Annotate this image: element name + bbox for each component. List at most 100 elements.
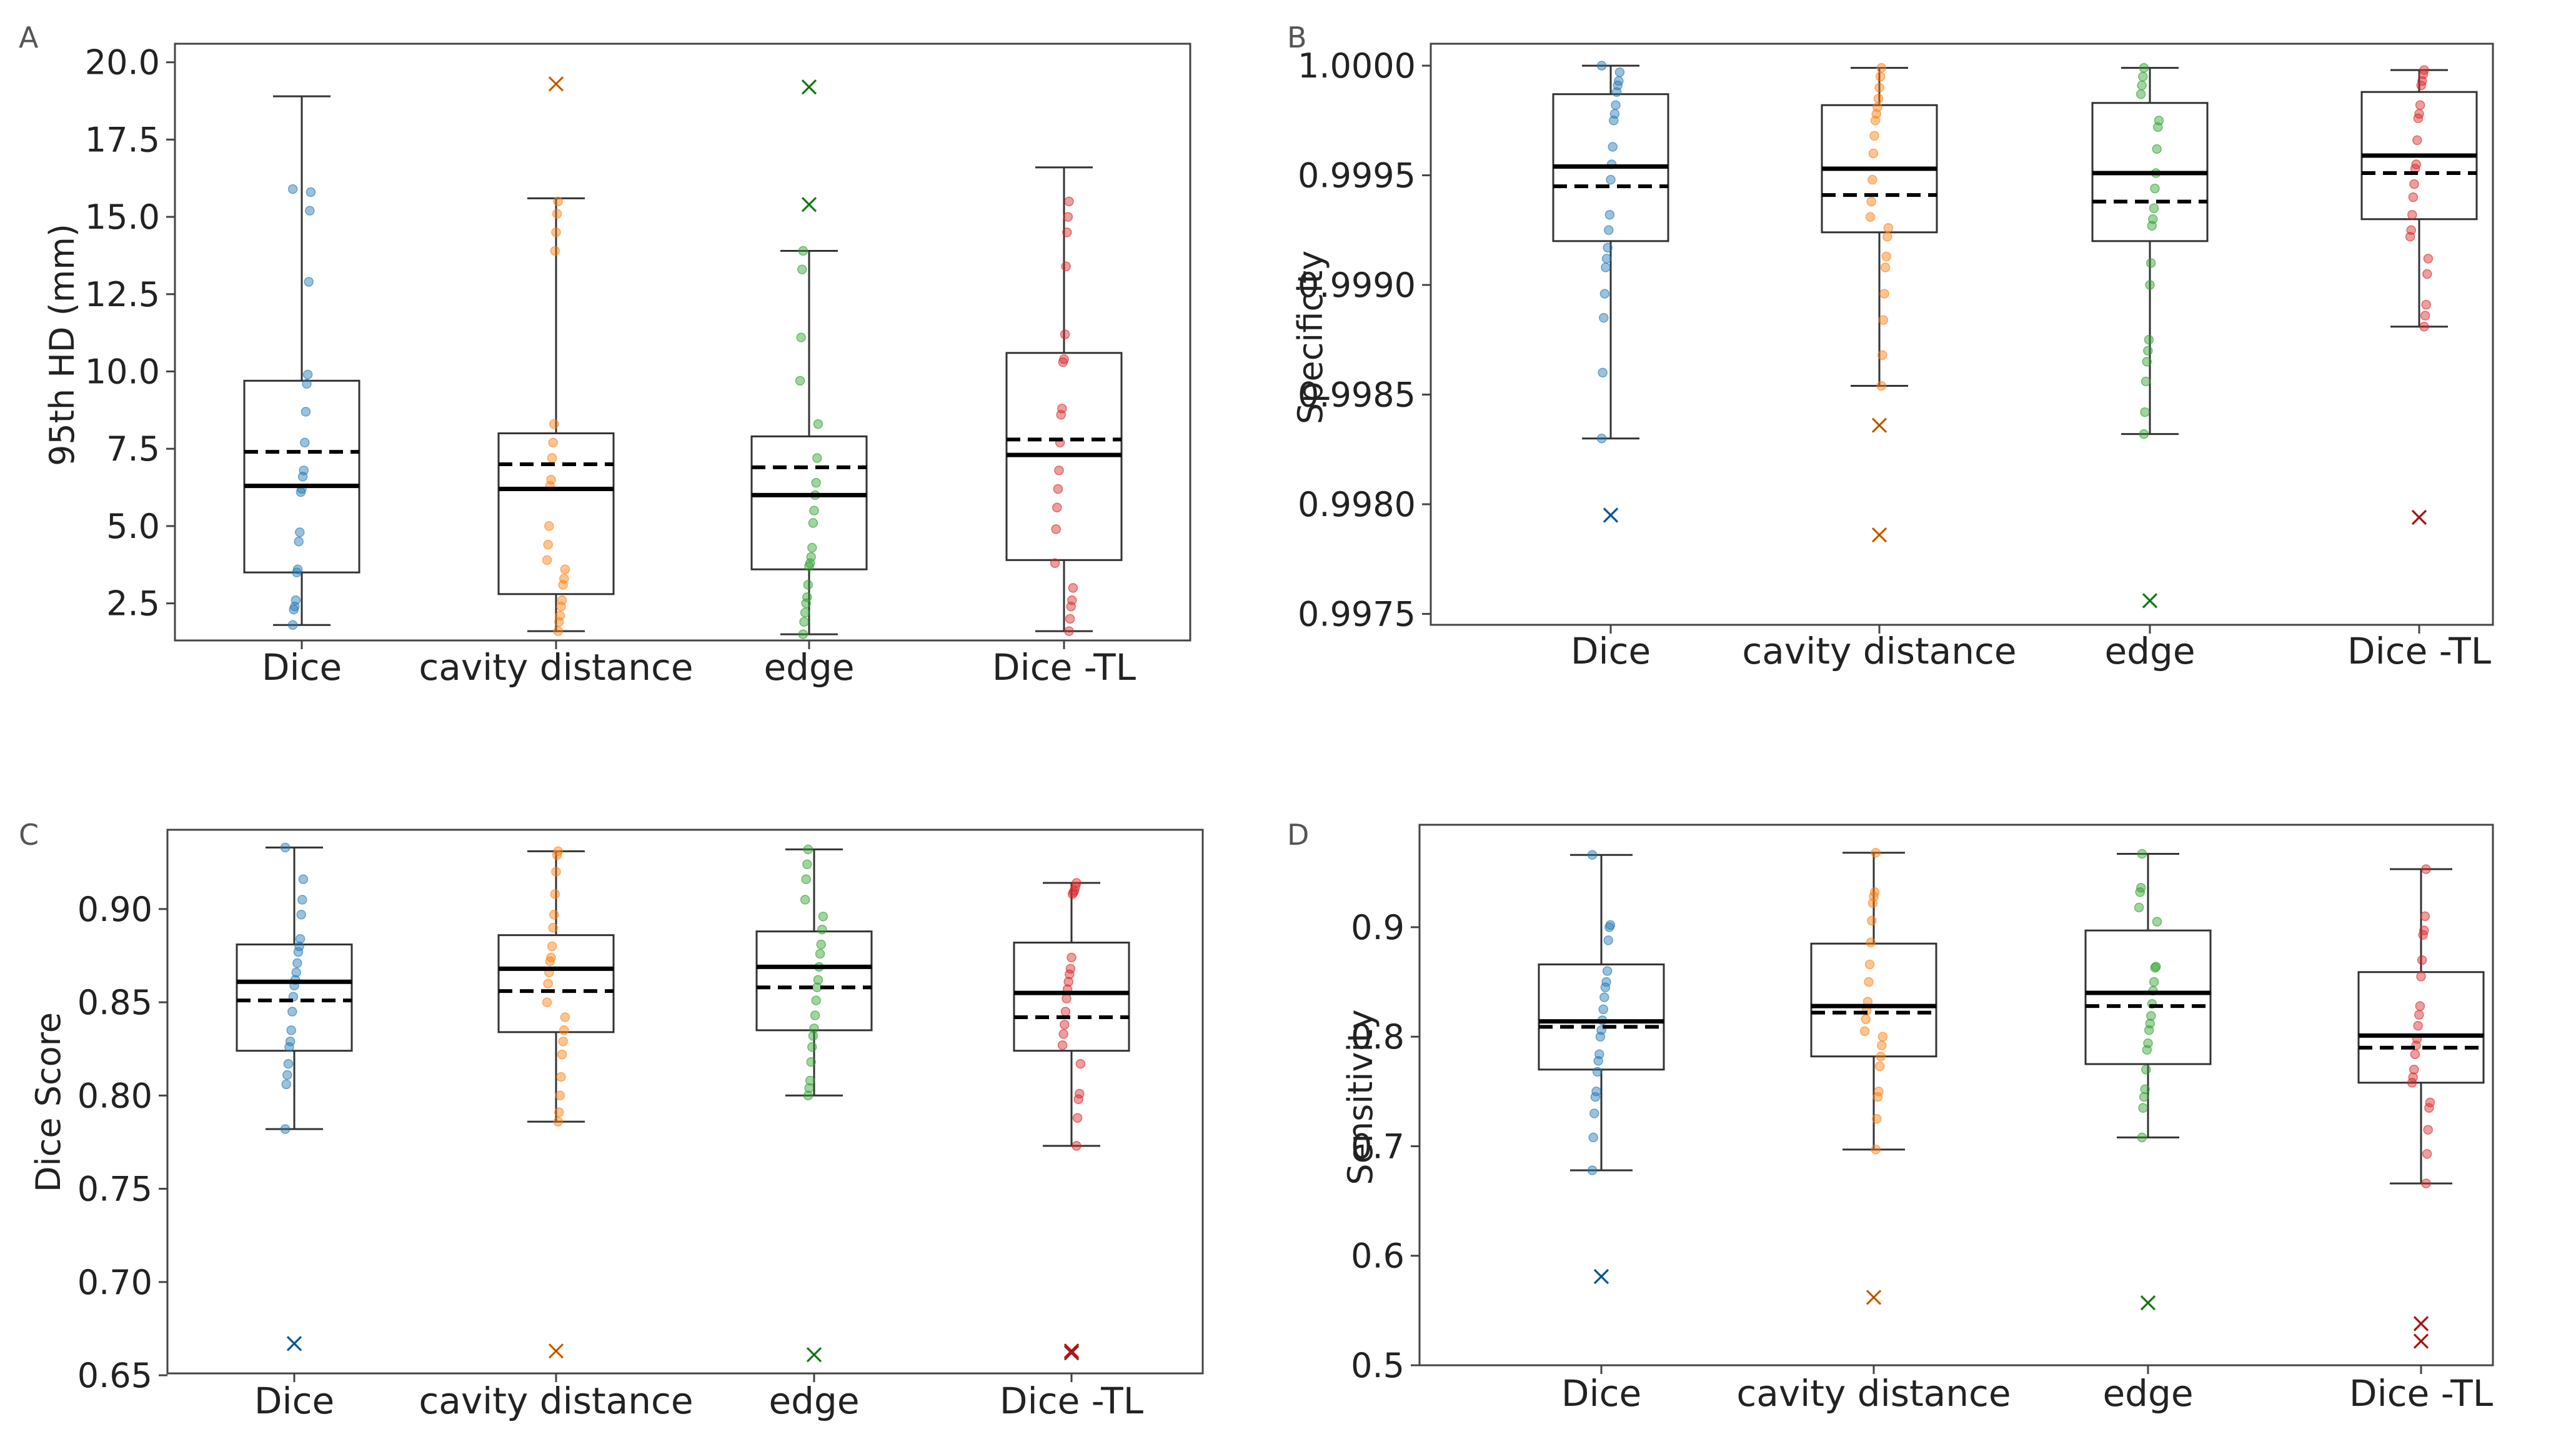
panel-b-outlier-marker	[2142, 593, 2158, 609]
panel-a-data-point	[543, 539, 553, 550]
panel-b-data-point	[1866, 196, 1876, 207]
panel-d-data-point	[2146, 1011, 2156, 1021]
panel-d-data-point	[1599, 992, 1609, 1002]
panel-b-data-point	[2142, 357, 2152, 367]
panel-d-box-1	[1538, 850, 1665, 1285]
panel-c-y-tick-label: 0.85	[77, 983, 152, 1022]
panel-a-data-point	[801, 598, 811, 609]
panel-a-iqr-box	[243, 379, 361, 574]
panel-d-y-tick-label: 0.5	[1351, 1346, 1405, 1385]
panel-a-data-point	[795, 376, 805, 386]
panel-a-outlier-marker	[801, 197, 817, 212]
panel-d-outlier-marker	[2413, 1333, 2429, 1349]
panel-b-data-point	[1876, 381, 1886, 391]
panel-b-plot-frame	[1430, 42, 2494, 626]
panel-c-iqr-box	[755, 930, 873, 1032]
panel-a-box-2	[497, 76, 615, 636]
panel-a-data-point	[1068, 583, 1078, 593]
panel-a-outlier-marker	[548, 76, 564, 92]
panel-b-data-point	[2146, 258, 2156, 268]
panel-c-data-point	[817, 924, 827, 935]
panel-a-data-point	[1060, 329, 1070, 339]
panel-c-data-point	[291, 967, 301, 978]
panel-d-x-tick-label: cavity distance	[1736, 1372, 2011, 1415]
panel-a-box-4	[1005, 166, 1123, 636]
panel-d-outlier-marker	[1593, 1268, 1609, 1285]
panel-d-iqr-box	[2084, 929, 2212, 1065]
panel-d-outlier-marker	[2140, 1295, 2156, 1311]
panel-a-data-point	[1063, 212, 1073, 222]
panel-c-data-point	[554, 1107, 564, 1117]
panel-d-data-point	[2142, 1045, 2152, 1055]
panel-b-data-point	[1878, 315, 1889, 325]
panel-d-data-point	[2407, 1078, 2417, 1088]
panel-a-x-tick-label: cavity distance	[419, 646, 693, 689]
panel-a-data-point	[800, 607, 810, 618]
panel-c-data-point	[296, 910, 306, 920]
panel-c-data-point	[293, 947, 304, 957]
panel-d-data-point	[1871, 847, 1881, 858]
panel-d-data-point	[2422, 1148, 2432, 1159]
panel-c: C Dice Score 0.65 0.70 0.75 0.80 0.85 0.90 Dic…	[19, 818, 1204, 1422]
panel-c-data-point	[1063, 977, 1073, 987]
panel-c-data-point	[1057, 1040, 1068, 1050]
panel-d-data-point	[1867, 898, 1878, 909]
panel-b-data-point	[1604, 209, 1615, 220]
panel-d-data-point	[1872, 1113, 1882, 1124]
panel-b-data-point	[2409, 179, 2419, 189]
panel-a-data-point	[551, 227, 561, 237]
panel-b-data-point	[2139, 62, 2149, 73]
panel-d-data-point	[1593, 1055, 1603, 1066]
panel-a-data-point	[302, 369, 313, 380]
panel-a-data-point	[302, 379, 312, 389]
panel-b-data-point	[1601, 254, 1612, 264]
panel-d-box-2	[1810, 847, 1937, 1305]
panel-d-data-point	[2415, 1001, 2425, 1011]
panel-c-data-point	[280, 842, 291, 853]
panel-d-y-tick-label: 0.6	[1351, 1237, 1405, 1276]
panel-a-data-point	[1052, 502, 1062, 512]
panel-b-data-point	[1596, 433, 1607, 444]
panel-b-data-point	[1879, 289, 1889, 299]
panel-d-data-point	[1598, 1004, 1608, 1015]
panel-c-data-point	[809, 1023, 819, 1033]
panel-b-y-tick-label: 0.9985	[1298, 376, 1416, 415]
panel-b-data-point	[2136, 89, 2146, 99]
panel-b-data-point	[1614, 67, 1625, 77]
panel-a-data-point	[550, 246, 560, 256]
panel-c-data-point	[552, 850, 562, 860]
panel-d-outlier-marker	[2413, 1316, 2429, 1332]
panel-b-data-point	[1875, 71, 1886, 82]
panel-d-data-point	[1602, 966, 1613, 976]
panel-d-data-point	[1874, 1061, 1885, 1072]
panel-a-data-point	[1058, 357, 1068, 367]
panel-d-data-point	[1600, 982, 1611, 993]
panel-a-data-point	[1064, 626, 1074, 636]
panel-b-data-point	[1881, 251, 1891, 262]
panel-c-data-point	[556, 1072, 566, 1082]
panel-d-x-tick-label: Dice	[1561, 1372, 1641, 1415]
panel-d-data-point	[2410, 1049, 2420, 1059]
panel-c-data-point	[1062, 993, 1072, 1003]
panel-c-y-tick-label: 0.90	[77, 890, 152, 929]
panel-b-data-point	[1606, 174, 1616, 185]
panel-c-data-point	[818, 912, 828, 922]
panel-b-data-point	[1873, 93, 1884, 104]
panel-c-data-point	[295, 934, 306, 944]
panel-c-y-tick-label: 0.80	[77, 1076, 152, 1115]
panel-c-data-point	[559, 1025, 569, 1035]
panel-b-x-tick-label: Dice	[1571, 630, 1651, 672]
panel-c-data-point	[801, 874, 811, 884]
panel-c-data-point	[1072, 1141, 1082, 1151]
panel-d-x-tick-label: edge	[2103, 1372, 2194, 1415]
panel-c-data-point	[1060, 1020, 1070, 1030]
panel-d-data-point	[1604, 922, 1614, 932]
panel-c-data-point	[1065, 969, 1075, 980]
panel-c-data-point	[800, 895, 810, 905]
panel-c-iqr-box	[1013, 942, 1130, 1052]
panel-a-data-point	[807, 542, 817, 553]
panel-a-data-point	[549, 419, 559, 429]
panel-b-y-tick-label: 0.9975	[1298, 594, 1416, 634]
panel-a-data-point	[796, 332, 806, 342]
panel-b-data-point	[1599, 289, 1610, 299]
